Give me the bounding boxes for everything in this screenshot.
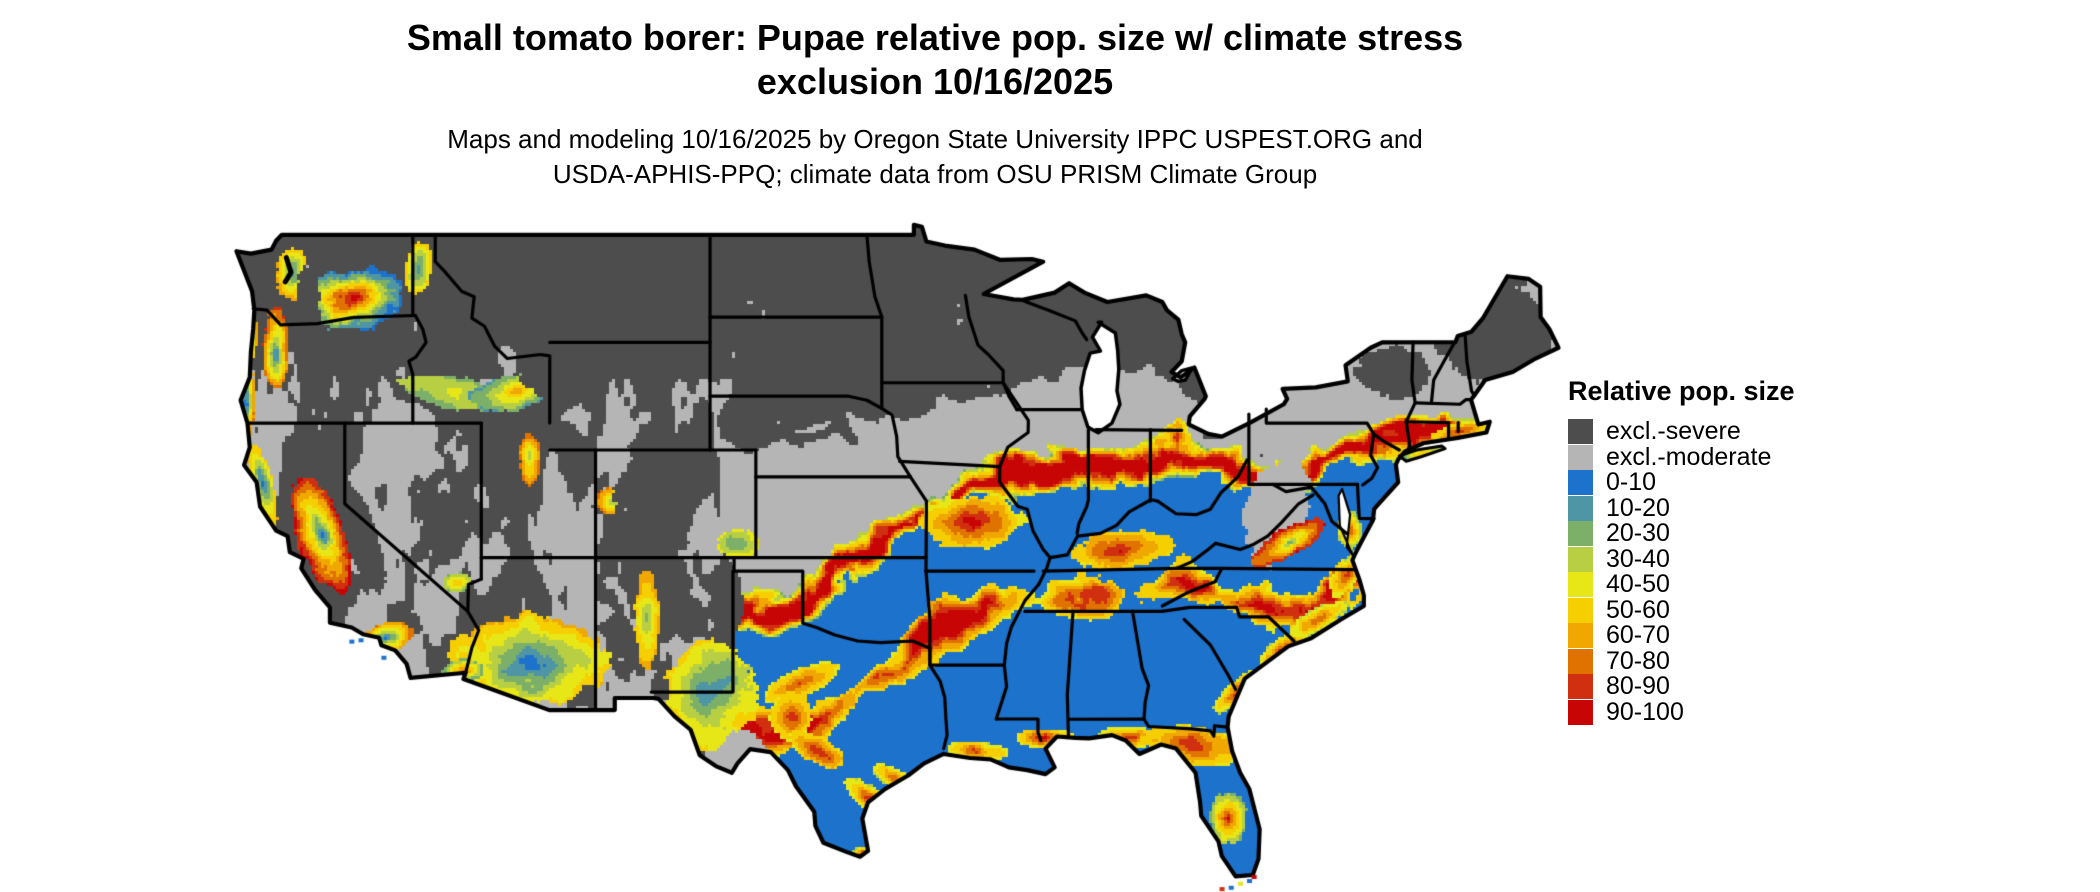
us-risk-map <box>228 220 1563 892</box>
legend-item: excl.-severe <box>1568 419 1828 445</box>
us-map-canvas <box>228 220 1563 892</box>
legend-swatch <box>1568 419 1593 445</box>
legend-swatch <box>1568 674 1593 700</box>
legend-label: 60-70 <box>1606 621 1670 650</box>
legend-label: 70-80 <box>1606 646 1670 675</box>
legend-swatch <box>1568 597 1593 623</box>
legend-item: excl.-moderate <box>1568 442 1828 471</box>
legend-title: Relative pop. size <box>1568 376 1795 406</box>
map-subtitle: Maps and modeling 10/16/2025 by Oregon S… <box>0 122 1870 192</box>
legend-swatch <box>1568 521 1593 547</box>
legend-label: 40-50 <box>1606 570 1670 599</box>
legend-item: 10-20 <box>1568 493 1828 522</box>
title-line-2: exclusion 10/16/2025 <box>756 61 1114 102</box>
legend-label: excl.-moderate <box>1606 442 1772 471</box>
legend-item: 20-30 <box>1568 521 1828 547</box>
legend-label: 20-30 <box>1606 519 1670 548</box>
map-title: Small tomato borer: Pupae relative pop. … <box>0 16 1870 104</box>
legend-item: 90-100 <box>1568 697 1828 726</box>
subtitle-line-2: USDA-APHIS-PPQ; climate data from OSU PR… <box>552 159 1318 189</box>
subtitle-line-1: Maps and modeling 10/16/2025 by Oregon S… <box>447 124 1423 154</box>
legend-label: 30-40 <box>1606 544 1670 573</box>
legend-swatch <box>1568 623 1593 649</box>
legend-label: 50-60 <box>1606 595 1670 624</box>
legend-swatch <box>1568 648 1593 674</box>
legend-label: 0-10 <box>1606 468 1657 497</box>
legend-item: 30-40 <box>1568 544 1828 573</box>
legend-swatch <box>1568 470 1593 496</box>
legend-label: 80-90 <box>1606 672 1670 701</box>
legend-label: excl.-severe <box>1606 417 1741 446</box>
legend-swatch <box>1568 572 1593 598</box>
legend-item: 0-10 <box>1568 470 1828 496</box>
legend-item: 80-90 <box>1568 674 1828 700</box>
title-line-1: Small tomato borer: Pupae relative pop. … <box>406 17 1464 58</box>
legend-label: 10-20 <box>1606 493 1670 522</box>
legend-item: 40-50 <box>1568 572 1828 598</box>
legend-swatch <box>1568 699 1593 725</box>
legend: Relative pop. size excl.-severe excl.-mo… <box>1568 376 1828 725</box>
legend-label: 90-100 <box>1606 697 1684 726</box>
legend-swatch <box>1568 546 1593 572</box>
legend-swatch <box>1568 495 1593 521</box>
legend-swatch <box>1568 444 1593 470</box>
legend-item: 60-70 <box>1568 623 1828 649</box>
legend-item: 50-60 <box>1568 595 1828 624</box>
legend-item: 70-80 <box>1568 646 1828 675</box>
